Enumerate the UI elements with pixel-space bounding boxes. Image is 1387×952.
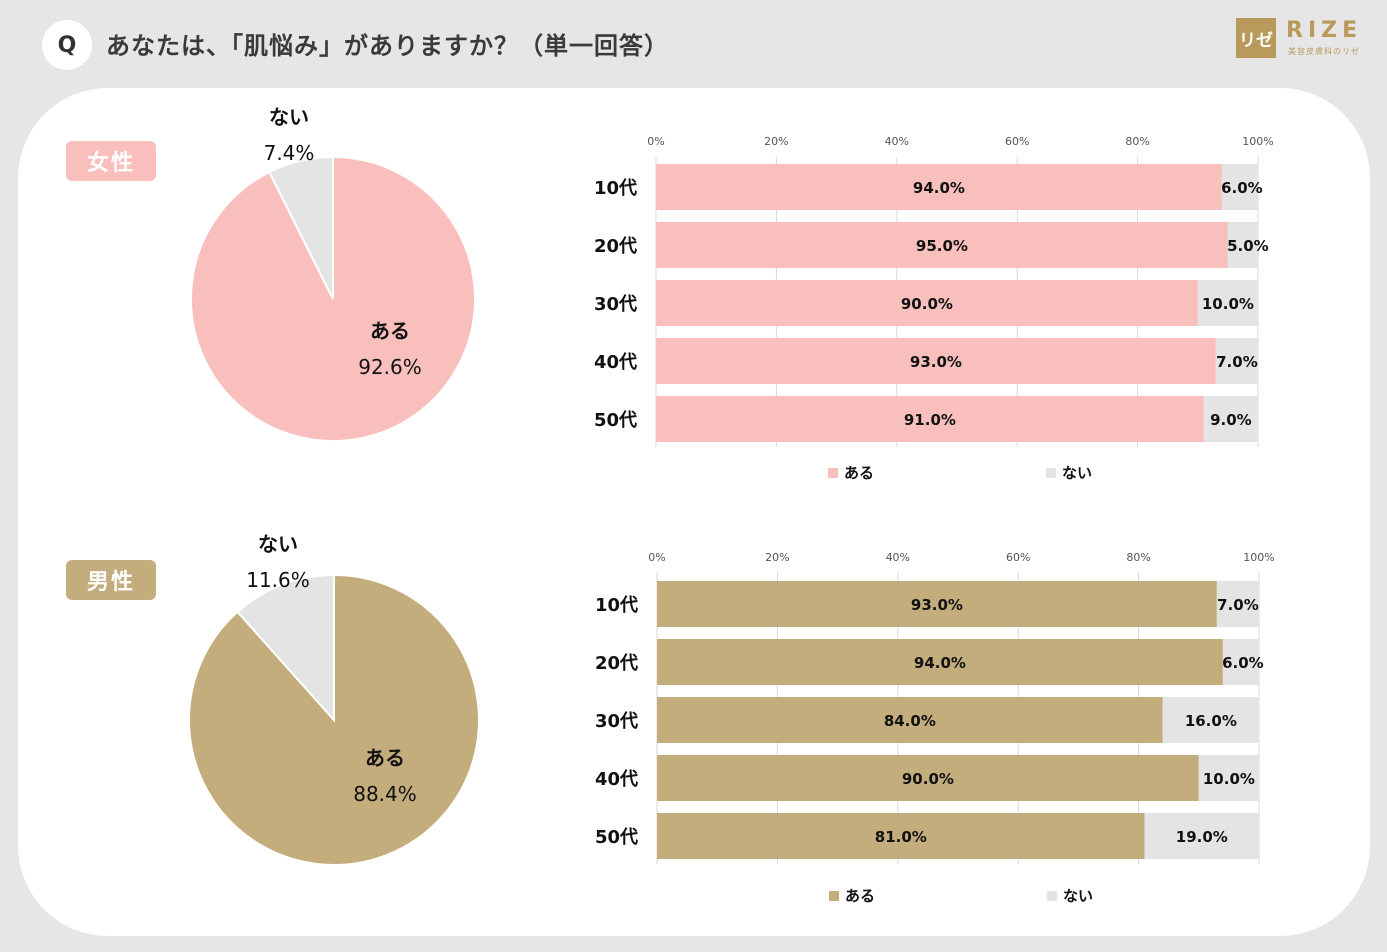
bar-aru bbox=[657, 755, 1199, 801]
bar-aru bbox=[656, 164, 1222, 210]
logo-mark: リゼ bbox=[1236, 18, 1276, 58]
pie-slice-nai bbox=[267, 155, 334, 300]
pie-value-label: 88.4% bbox=[353, 782, 417, 806]
bar-aru bbox=[656, 222, 1228, 268]
bar-data-label: 6.0% bbox=[1221, 179, 1263, 197]
bar-nai bbox=[1198, 755, 1259, 801]
bar-nai bbox=[1144, 813, 1259, 859]
bar-data-label: 10.0% bbox=[1202, 295, 1254, 313]
y-category-label: 40代 bbox=[594, 352, 637, 373]
y-category-label: 50代 bbox=[594, 410, 637, 431]
legend-swatch bbox=[1046, 468, 1056, 478]
bar-nai bbox=[1203, 396, 1258, 442]
x-tick-label: 20% bbox=[765, 551, 789, 564]
pie-category-label: ない bbox=[269, 105, 309, 129]
pie-category-label: ある bbox=[365, 746, 405, 770]
legend-swatch bbox=[1047, 891, 1057, 901]
x-tick-label: 0% bbox=[648, 551, 665, 564]
legend-label: ある bbox=[845, 887, 875, 905]
bar-nai bbox=[1216, 581, 1259, 627]
bar-nai bbox=[1221, 164, 1258, 210]
question-badge: Q bbox=[42, 20, 92, 70]
y-category-label: 10代 bbox=[594, 178, 637, 199]
bar-aru bbox=[657, 813, 1145, 859]
y-category-label: 40代 bbox=[595, 769, 638, 790]
logo-wordmark: RIZE bbox=[1286, 18, 1363, 43]
x-tick-label: 40% bbox=[885, 135, 909, 148]
bar-aru bbox=[656, 396, 1204, 442]
bar-data-label: 19.0% bbox=[1176, 828, 1228, 846]
bar-nai bbox=[1222, 639, 1259, 685]
pie-value-label: 11.6% bbox=[246, 568, 310, 592]
pie-category-label: ある bbox=[370, 319, 410, 343]
bar-nai bbox=[1197, 280, 1258, 326]
bar-data-label: 6.0% bbox=[1222, 654, 1264, 672]
bar-data-label: 16.0% bbox=[1185, 712, 1237, 730]
bar-data-label: 5.0% bbox=[1227, 237, 1269, 255]
y-category-label: 20代 bbox=[594, 236, 637, 257]
x-tick-label: 80% bbox=[1126, 551, 1150, 564]
bar-data-label: 93.0% bbox=[910, 353, 962, 371]
bar-data-label: 9.0% bbox=[1210, 411, 1252, 429]
pie-slice-nai bbox=[236, 573, 335, 723]
pie-value-label: 92.6% bbox=[358, 355, 422, 379]
legend-label: ある bbox=[844, 464, 874, 482]
pie-value-label: 7.4% bbox=[264, 141, 315, 165]
x-tick-label: 40% bbox=[886, 551, 910, 564]
x-tick-label: 20% bbox=[764, 135, 788, 148]
bar-data-label: 91.0% bbox=[904, 411, 956, 429]
logo-subtitle: 美容皮膚科のリゼ bbox=[1288, 47, 1360, 56]
bar-nai bbox=[1162, 697, 1259, 743]
female-section-label: 女性 bbox=[66, 141, 156, 181]
bar-aru bbox=[656, 338, 1216, 384]
bar-nai bbox=[1227, 222, 1258, 268]
bar-aru bbox=[657, 581, 1217, 627]
pie-category-label: ない bbox=[258, 532, 298, 556]
bar-data-label: 90.0% bbox=[901, 295, 953, 313]
bar-data-label: 7.0% bbox=[1216, 353, 1258, 371]
brand-logo: リゼ RIZE 美容皮膚科のリゼ bbox=[1236, 18, 1372, 60]
legend-swatch bbox=[829, 891, 839, 901]
legend-label: ない bbox=[1063, 887, 1093, 905]
bar-aru bbox=[657, 639, 1223, 685]
bar-data-label: 94.0% bbox=[913, 179, 965, 197]
legend-label: ない bbox=[1062, 464, 1092, 482]
bar-data-label: 94.0% bbox=[914, 654, 966, 672]
bar-data-label: 93.0% bbox=[911, 596, 963, 614]
bar-data-label: 95.0% bbox=[916, 237, 968, 255]
y-category-label: 50代 bbox=[595, 827, 638, 848]
y-category-label: 30代 bbox=[595, 711, 638, 732]
x-tick-label: 60% bbox=[1006, 551, 1030, 564]
bar-data-label: 7.0% bbox=[1217, 596, 1259, 614]
y-category-label: 20代 bbox=[595, 653, 638, 674]
bar-data-label: 10.0% bbox=[1203, 770, 1255, 788]
bar-nai bbox=[1215, 338, 1258, 384]
x-tick-label: 100% bbox=[1242, 135, 1273, 148]
page-title: あなたは、「肌悩み」がありますか？（単一回答） bbox=[106, 32, 669, 60]
y-category-label: 30代 bbox=[594, 294, 637, 315]
header: Q あなたは、「肌悩み」がありますか？（単一回答） リゼ RIZE 美容皮膚科の… bbox=[0, 0, 1387, 88]
x-tick-label: 80% bbox=[1125, 135, 1149, 148]
legend-swatch bbox=[828, 468, 838, 478]
bar-aru bbox=[657, 697, 1163, 743]
bar-data-label: 90.0% bbox=[902, 770, 954, 788]
x-tick-label: 60% bbox=[1005, 135, 1029, 148]
bar-data-label: 84.0% bbox=[884, 712, 936, 730]
bar-data-label: 81.0% bbox=[875, 828, 927, 846]
x-tick-label: 0% bbox=[647, 135, 664, 148]
x-tick-label: 100% bbox=[1243, 551, 1274, 564]
male-section-label: 男性 bbox=[66, 560, 156, 600]
y-category-label: 10代 bbox=[595, 595, 638, 616]
bar-aru bbox=[656, 280, 1198, 326]
